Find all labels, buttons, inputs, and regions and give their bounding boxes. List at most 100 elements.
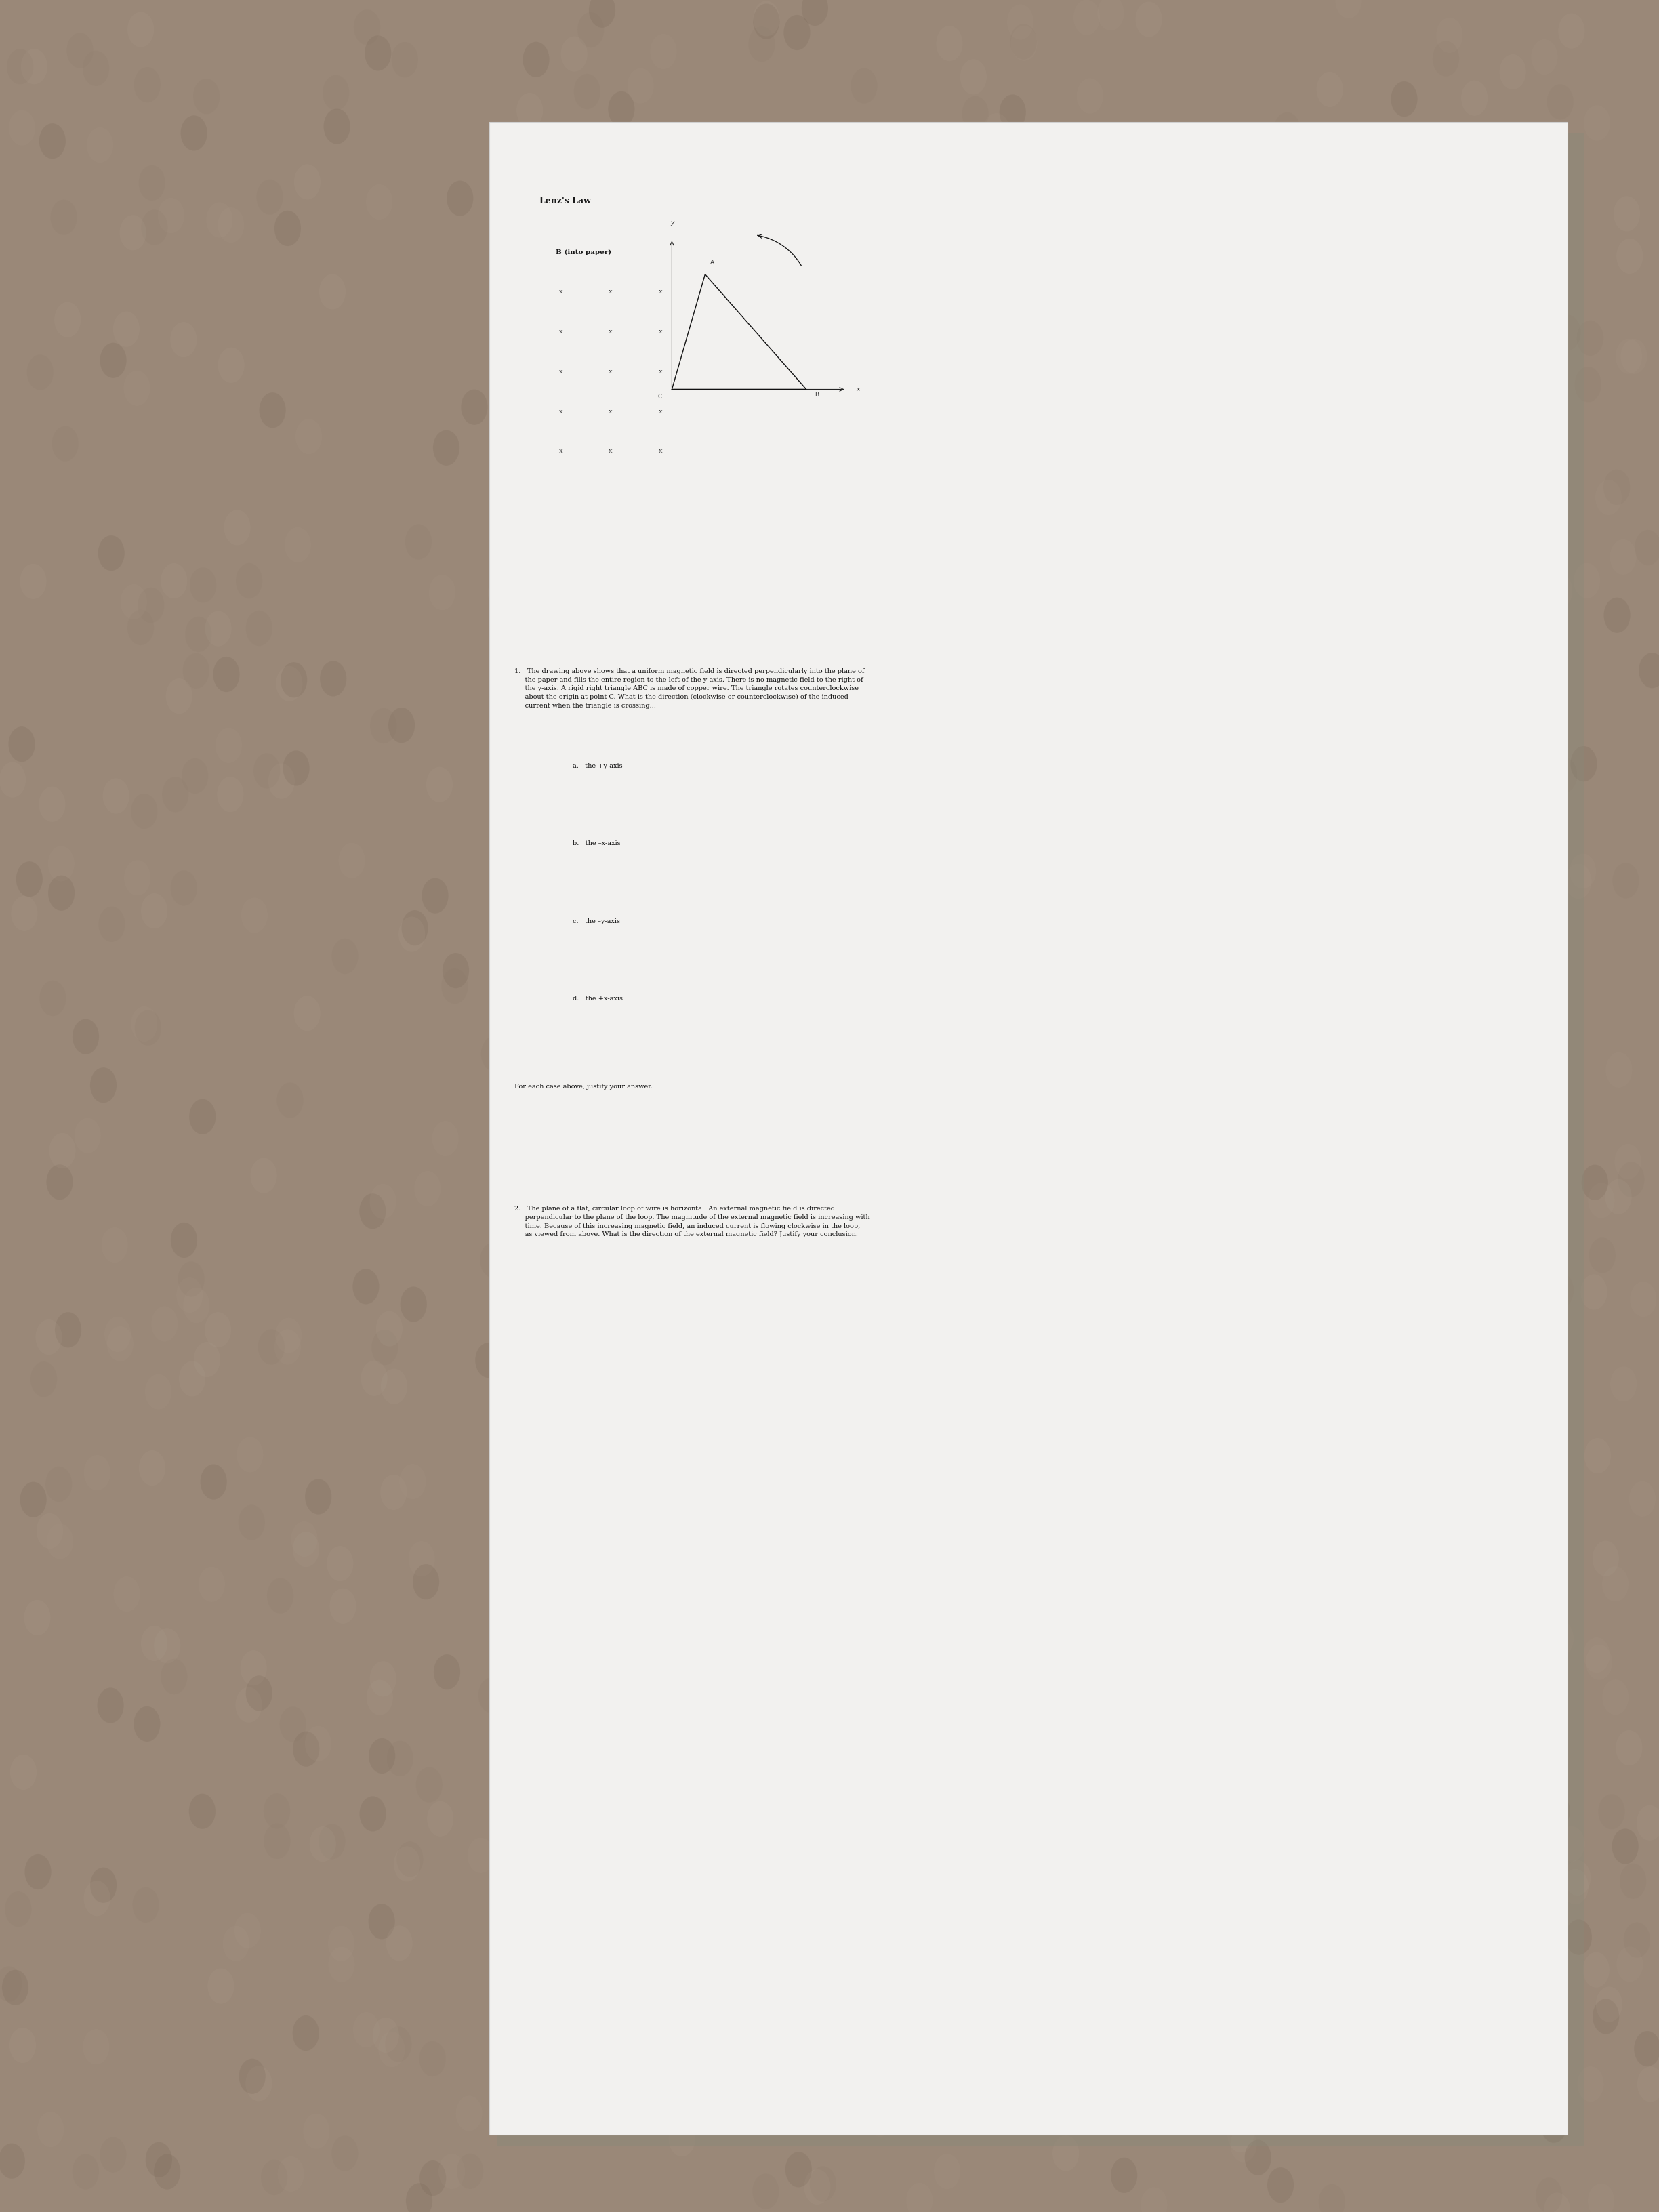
Circle shape [1121, 832, 1148, 867]
Circle shape [886, 889, 912, 925]
Circle shape [1211, 1044, 1238, 1079]
Circle shape [1350, 1371, 1377, 1407]
Circle shape [577, 11, 604, 46]
Circle shape [428, 575, 455, 611]
Circle shape [632, 1832, 659, 1867]
Circle shape [382, 1369, 408, 1405]
Circle shape [86, 128, 113, 164]
Circle shape [161, 1659, 187, 1694]
Circle shape [816, 995, 843, 1031]
Circle shape [22, 49, 48, 84]
Circle shape [267, 1577, 294, 1613]
Circle shape [7, 49, 33, 84]
Circle shape [755, 1528, 781, 1564]
Circle shape [23, 1599, 50, 1635]
Circle shape [46, 1524, 73, 1559]
Circle shape [1432, 615, 1458, 650]
Circle shape [1428, 1148, 1455, 1183]
Circle shape [139, 1451, 166, 1486]
Circle shape [1425, 914, 1452, 949]
Circle shape [607, 2042, 634, 2077]
Circle shape [742, 1040, 768, 1075]
Circle shape [521, 1918, 547, 1953]
Circle shape [1530, 2039, 1556, 2075]
Circle shape [665, 131, 692, 166]
Circle shape [5, 1891, 32, 1927]
Circle shape [1304, 823, 1331, 858]
Circle shape [649, 911, 675, 947]
Circle shape [1322, 1597, 1349, 1632]
Circle shape [692, 1429, 718, 1464]
Circle shape [523, 1046, 549, 1082]
Circle shape [362, 1360, 388, 1396]
Circle shape [1095, 407, 1121, 442]
Circle shape [1186, 1097, 1213, 1133]
Circle shape [1332, 378, 1359, 414]
Circle shape [1462, 80, 1488, 115]
Circle shape [753, 4, 780, 40]
Circle shape [1538, 783, 1564, 818]
Circle shape [1407, 1298, 1433, 1334]
Circle shape [1009, 1679, 1035, 1714]
Circle shape [640, 754, 667, 790]
Circle shape [1141, 1442, 1168, 1478]
Circle shape [1329, 403, 1355, 438]
Circle shape [675, 2006, 702, 2042]
Circle shape [831, 787, 858, 823]
Circle shape [538, 995, 564, 1031]
Circle shape [83, 2028, 109, 2064]
Circle shape [1286, 841, 1312, 876]
Circle shape [1574, 367, 1601, 403]
Circle shape [866, 392, 893, 427]
Text: a.   the +y-axis: a. the +y-axis [572, 763, 622, 770]
Circle shape [1442, 1234, 1468, 1270]
Circle shape [619, 252, 645, 288]
Circle shape [785, 2152, 811, 2188]
Text: A: A [710, 259, 715, 265]
Circle shape [1452, 1776, 1478, 1812]
Circle shape [947, 728, 974, 763]
Circle shape [1141, 296, 1168, 332]
Circle shape [264, 1794, 290, 1829]
Text: y: y [670, 219, 674, 226]
Circle shape [327, 1546, 353, 1582]
Circle shape [1112, 522, 1138, 557]
Circle shape [576, 759, 602, 794]
Circle shape [365, 35, 392, 71]
Circle shape [1262, 2097, 1289, 2132]
Circle shape [30, 1363, 56, 1398]
Circle shape [748, 27, 775, 62]
Circle shape [461, 389, 488, 425]
Circle shape [189, 1099, 216, 1135]
Circle shape [790, 1597, 816, 1632]
Circle shape [1098, 2097, 1125, 2132]
Circle shape [1417, 153, 1443, 188]
Circle shape [1233, 425, 1259, 460]
Circle shape [1566, 1920, 1593, 1955]
Circle shape [189, 1794, 216, 1829]
Circle shape [1078, 1506, 1105, 1542]
Circle shape [1267, 2168, 1294, 2203]
Circle shape [911, 929, 937, 964]
Circle shape [121, 584, 148, 619]
Circle shape [1603, 1566, 1629, 1601]
Circle shape [811, 1332, 838, 1367]
Circle shape [811, 827, 838, 863]
Circle shape [1558, 1827, 1584, 1863]
Circle shape [1150, 2033, 1176, 2068]
Circle shape [942, 166, 969, 201]
Circle shape [387, 1924, 413, 1960]
Circle shape [761, 1537, 788, 1573]
Circle shape [8, 111, 35, 146]
Circle shape [90, 1068, 116, 1104]
Circle shape [294, 995, 320, 1031]
Circle shape [932, 509, 959, 544]
Circle shape [1564, 863, 1591, 898]
Circle shape [710, 1544, 737, 1579]
Text: For each case above, justify your answer.: For each case above, justify your answer… [514, 1084, 652, 1091]
Circle shape [1088, 122, 1115, 157]
Circle shape [946, 1588, 972, 1624]
Circle shape [1390, 82, 1417, 117]
Circle shape [50, 199, 76, 234]
Circle shape [566, 588, 592, 624]
